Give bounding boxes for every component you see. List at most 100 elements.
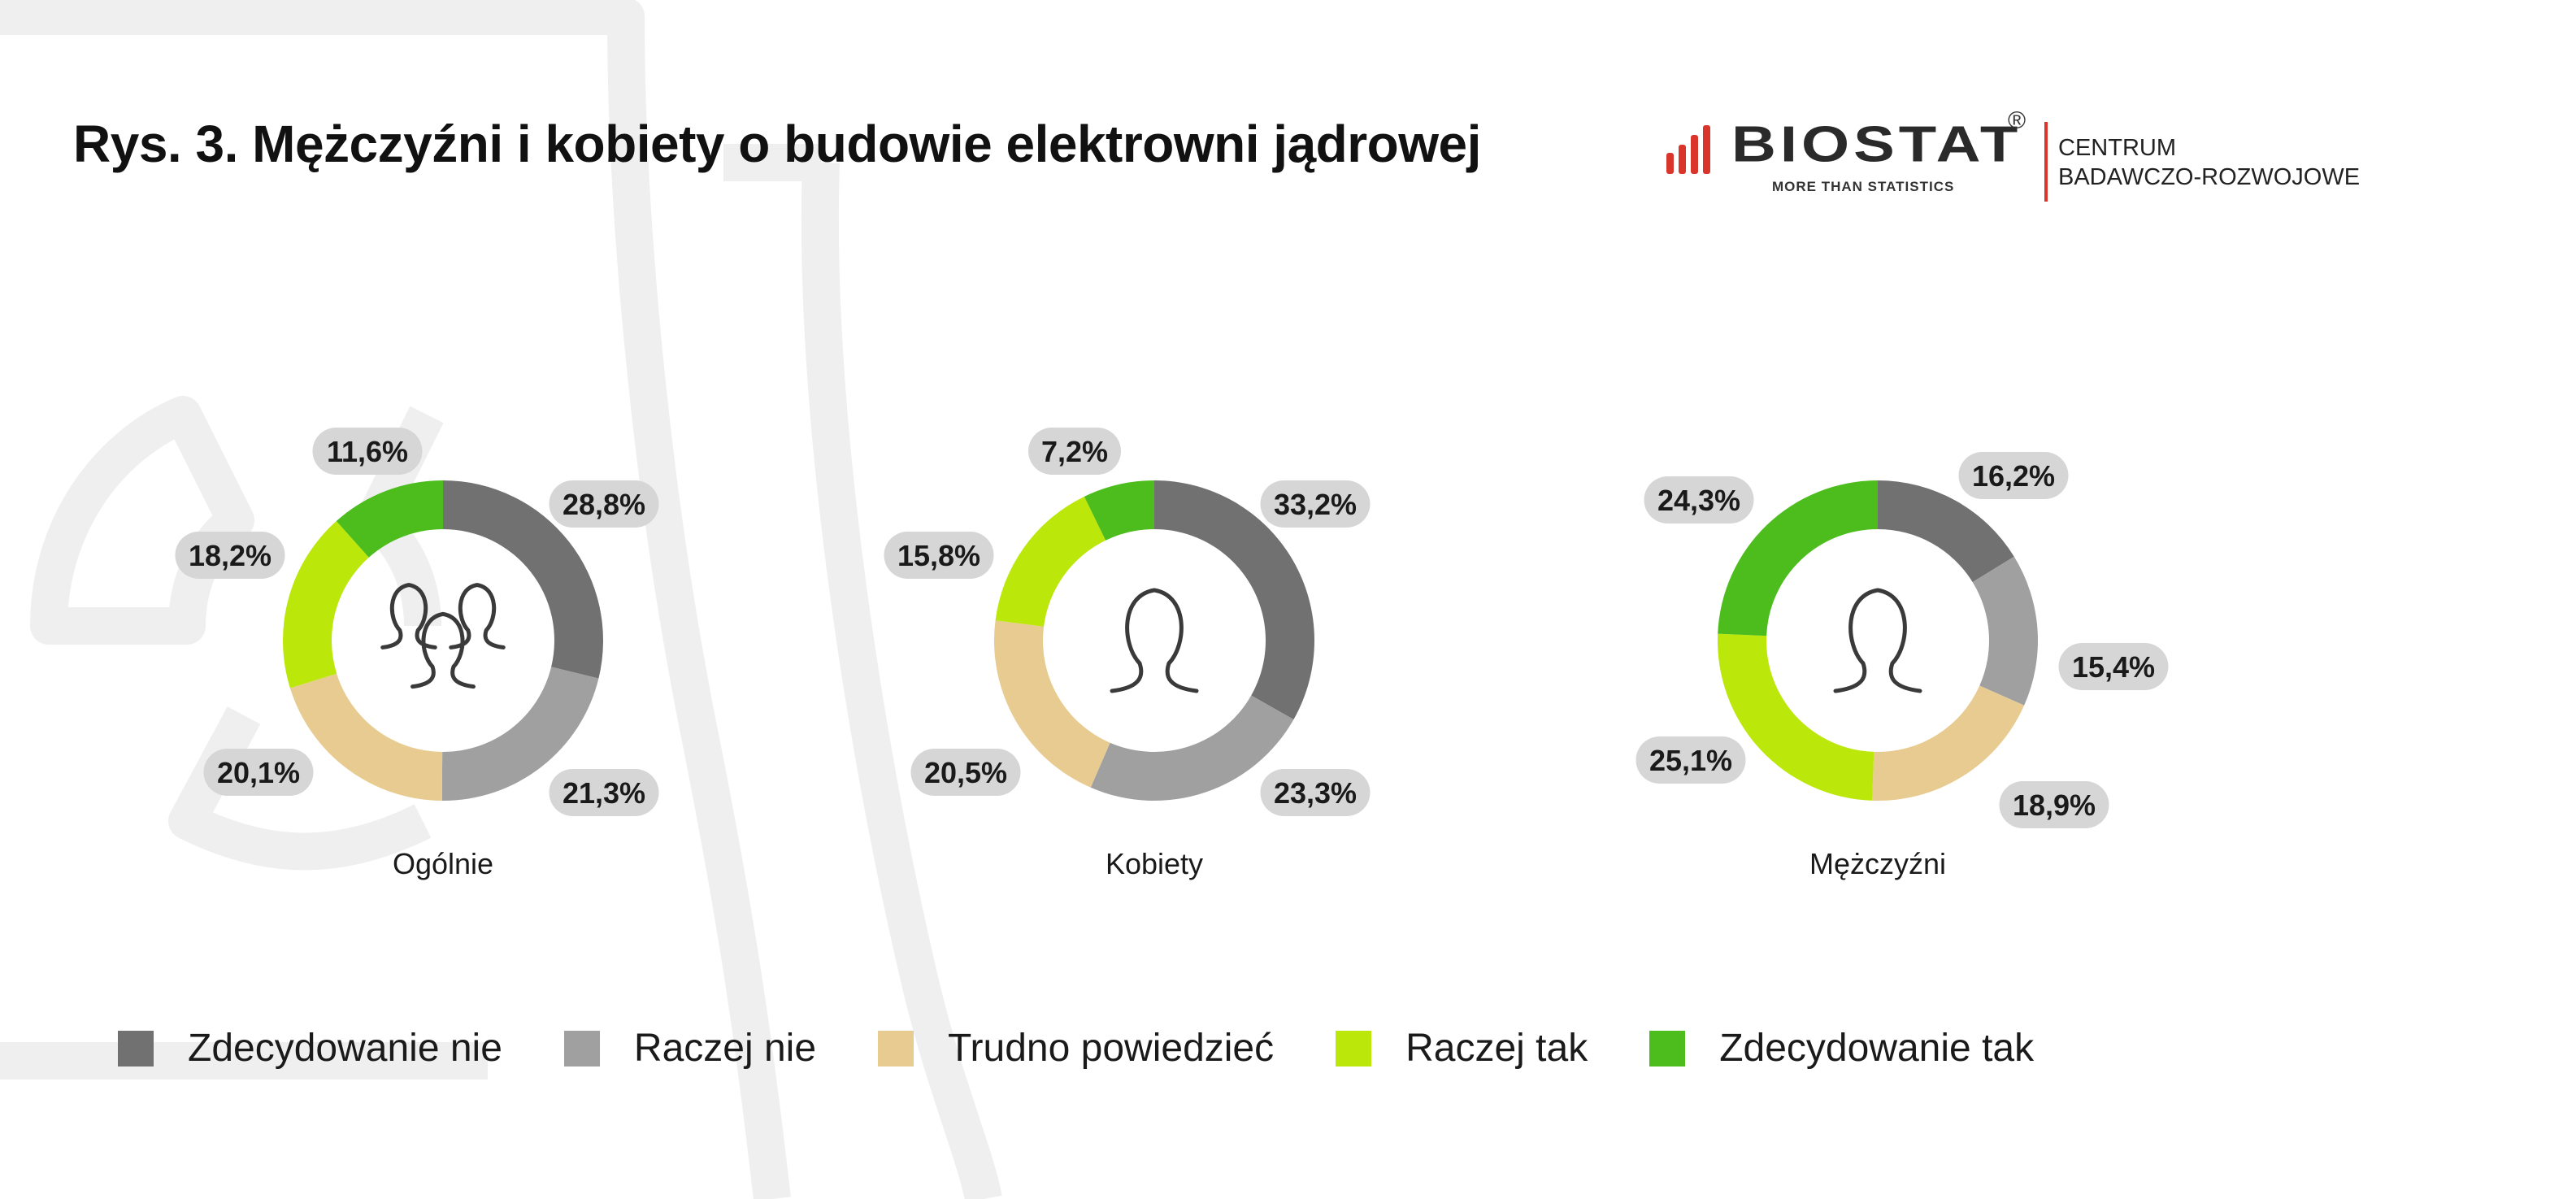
tower-outline [0, 0, 791, 1199]
logo-tagline: MORE THAN STATISTICS [1772, 179, 1955, 194]
data-label-background [1260, 769, 1371, 816]
data-label-background [1260, 480, 1371, 528]
bar-chart-logo-icon [1666, 125, 1710, 174]
data-label-background [175, 532, 285, 579]
data-label-text: 18,9% [2013, 788, 2096, 822]
data-label-background [549, 480, 659, 528]
donut-slice-raczej-tak [995, 496, 1106, 627]
person-outline [1833, 588, 1922, 693]
legend-label: Raczej tak [1405, 1027, 1588, 1070]
data-label-background [884, 532, 994, 579]
registered-mark: ® [2008, 107, 2026, 134]
logo-center-line-1: CENTRUM [2058, 135, 2176, 161]
data-label: 18,9% [1999, 781, 2109, 828]
legend-label: Trudno powiedzieć [948, 1027, 1275, 1070]
legend-label: Zdecydowanie tak [1719, 1027, 2035, 1070]
legend-label: Raczej nie [633, 1027, 817, 1070]
donut-chart-mezczyzni: 16,2% 15,4% 18,9% 25,1% 24,3% Mężczyźni [1636, 452, 2169, 880]
donut-slice-trudno-powiedziec [993, 620, 1110, 788]
data-label: 15,8% [884, 532, 994, 579]
woman-silhouette-icon [1110, 588, 1199, 693]
donut-slice-raczej-nie [1090, 695, 1294, 801]
legend-swatch-zdecydowanie-tak [1649, 1030, 1686, 1067]
donut-slice-zdecydowanie-tak [1718, 480, 1878, 636]
data-label-text: 18,2% [189, 539, 272, 572]
person-outline [411, 611, 476, 689]
data-label: 11,6% [312, 428, 423, 475]
legend: Zdecydowanie nie Raczej nie Trudno powie… [118, 1026, 2096, 1071]
donut-slice-zdecydowanie-nie [1878, 480, 2014, 583]
donut-slice-raczej-tak [1717, 633, 1874, 801]
data-label-text: 20,1% [217, 756, 300, 789]
data-label: 20,1% [203, 749, 314, 796]
data-label-background [1644, 476, 1754, 523]
data-label-text: 7,2% [1041, 435, 1108, 468]
data-label-background [1999, 781, 2109, 828]
person-outline [1110, 588, 1199, 693]
data-label: 20,5% [910, 749, 1021, 796]
page-title: Rys. 3. Mężczyźni i kobiety o budowie el… [73, 115, 1481, 173]
data-label-text: 20,5% [924, 756, 1007, 789]
data-label: 28,8% [549, 480, 659, 528]
tower-inner-line [801, 162, 1002, 1199]
logo-center-line-2: BADAWCZO-ROZWOJOWE [2058, 164, 2361, 190]
chart-caption: Ogólnie [393, 847, 493, 880]
data-label-background [1636, 736, 1746, 784]
legend-item: Trudno powiedzieć [878, 1026, 1274, 1071]
data-label: 33,2% [1260, 480, 1371, 528]
donut-slice-raczej-nie [441, 667, 599, 801]
legend-item: Raczej tak [1336, 1026, 1588, 1071]
radiation-symbol-bottom-blade [168, 706, 432, 871]
data-label-background [1958, 452, 2069, 499]
data-label-text: 15,4% [2072, 650, 2155, 684]
data-label-text: 21,3% [563, 776, 645, 810]
donut-slice-zdecydowanie-nie [1154, 480, 1314, 720]
donut-slice-raczej-tak [283, 521, 369, 689]
person-outline [449, 583, 506, 649]
person-outline [380, 583, 437, 649]
data-label: 16,2% [1958, 452, 2069, 499]
data-label-text: 11,6% [327, 435, 408, 468]
data-label-text: 23,3% [1274, 776, 1357, 810]
data-label-text: 24,3% [1657, 484, 1740, 517]
data-label-text: 25,1% [1649, 744, 1732, 777]
chart-caption: Kobiety [1106, 847, 1203, 880]
donut-slice-zdecydowanie-nie [443, 480, 603, 679]
logo-center-text: CENTRUM BADAWCZO-ROZWOJOWE [2058, 133, 2360, 192]
donut-slice-zdecydowanie-tak [1084, 480, 1154, 541]
data-label-text: 15,8% [897, 539, 980, 572]
data-label: 21,3% [549, 769, 659, 816]
data-label-text: 28,8% [563, 488, 645, 521]
chart-caption: Mężczyźni [1809, 847, 1946, 880]
data-label: 23,3% [1260, 769, 1371, 816]
data-label: 24,3% [1644, 476, 1754, 523]
group-people-icon [380, 583, 506, 689]
data-label-background [910, 749, 1021, 796]
legend-swatch-raczej-tak [1336, 1030, 1372, 1067]
donut-slice-trudno-powiedziec [1872, 685, 2025, 801]
donut-chart-ogolnie: 28,8% 21,3% 20,1% 18,2% 11,6% Ogólnie [175, 428, 659, 880]
logo-divider [2044, 122, 2048, 202]
data-label-background [1028, 428, 1121, 475]
legend-swatch-raczej-nie [563, 1030, 600, 1067]
legend-item: Zdecydowanie nie [118, 1026, 502, 1071]
donut-slice-zdecydowanie-tak [336, 480, 443, 558]
legend-item: Raczej nie [563, 1026, 817, 1071]
logo-brand-name: BIOSTAT [1731, 115, 2022, 173]
data-label: 25,1% [1636, 736, 1746, 784]
data-label-background [2058, 643, 2169, 690]
data-label: 18,2% [175, 532, 285, 579]
data-label: 15,4% [2058, 643, 2169, 690]
legend-swatch-trudno-powiedziec [878, 1030, 914, 1067]
donut-slice-raczej-nie [1972, 556, 2038, 706]
donut-slice-trudno-powiedziec [289, 673, 443, 801]
biostat-logo: BIOSTAT ® MORE THAN STATISTICS CENTRUM B… [1658, 107, 2406, 211]
data-label-text: 33,2% [1274, 488, 1357, 521]
data-label-text: 16,2% [1972, 459, 2055, 493]
data-label: 7,2% [1028, 428, 1121, 475]
donut-chart-kobiety: 33,2% 23,3% 20,5% 15,8% 7,2% Kobiety [884, 428, 1371, 880]
data-label-background [312, 428, 423, 475]
legend-item: Zdecydowanie tak [1649, 1026, 2034, 1071]
